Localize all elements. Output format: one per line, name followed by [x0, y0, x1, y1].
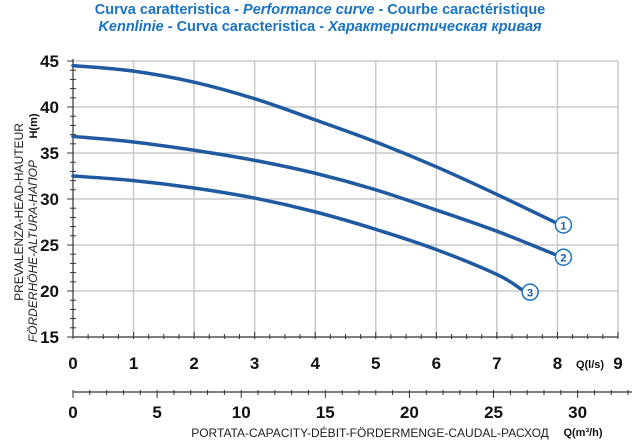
x-tick-label: 4 [310, 354, 320, 373]
x2-tick-label: 15 [316, 403, 335, 422]
chart-title-line1: Curva caratteristica - Performance curve… [0, 2, 640, 18]
y-tick-label: 25 [40, 236, 59, 255]
y-tick-label: 35 [40, 144, 59, 163]
y-tick-label: 45 [40, 52, 59, 71]
x2-tick-label: 0 [68, 403, 77, 422]
y-axis-title-line1: PREVALENZA-HEAD-HAUTEUR [12, 123, 26, 301]
x2-tick-label: 30 [568, 403, 587, 422]
title-part: Kennlinie [98, 19, 164, 35]
x-tick-label: 0 [68, 354, 77, 373]
curve-label-circle [554, 248, 573, 266]
y-axis-unit: H(m) [28, 113, 40, 138]
y-tick-label: 40 [40, 98, 59, 117]
curve-label: 1 [560, 221, 566, 233]
curve-label-circle [554, 216, 573, 234]
title-part: Curva caratteristica - [94, 2, 244, 18]
x-tick-label: 7 [492, 354, 501, 373]
curve-label-circle [521, 283, 539, 301]
title-part: - Courbe caractéristique [374, 2, 546, 18]
title-part: - Curva caracteristica - [163, 19, 329, 35]
x-tick-label: 2 [189, 354, 198, 373]
x-axis-title: PORTATA-CAPACITY-DÉBIT-FÖRDERMENGE-CAUDA… [191, 425, 549, 440]
curve-1 [71, 63, 557, 224]
x2-tick-label: 20 [400, 403, 419, 422]
x2-tick-label: 25 [484, 403, 503, 422]
y-tick-label: 30 [40, 190, 59, 209]
chart-title-line2: Kennlinie - Curva caracteristica - Харак… [0, 19, 640, 35]
x-tick-label: 3 [250, 354, 259, 373]
x-tick-label: 5 [371, 354, 380, 373]
x-tick-label: 8 [553, 354, 562, 373]
curve-2 [71, 134, 557, 256]
y-axis-title-line2: FÖRDERHÖHE-ALTURA-НАПОР [26, 160, 40, 342]
x-tick-label: 9 [613, 354, 622, 373]
x-unit-ls: Q(l/s) [576, 359, 604, 371]
x2-tick-label: 10 [232, 403, 251, 422]
curve-3 [71, 174, 523, 291]
curve-label: 3 [527, 288, 533, 300]
x-tick-label: 6 [432, 354, 441, 373]
title-part: Performance curve [243, 2, 375, 18]
x2-tick-label: 5 [152, 403, 161, 422]
x-tick-label: 1 [129, 354, 138, 373]
y-tick-label: 20 [40, 282, 59, 301]
x-unit-m3h: Q(m³/h) [563, 427, 602, 439]
curve-label: 2 [560, 253, 566, 265]
y-tick-label: 15 [40, 328, 59, 347]
title-part: Характеристическая кривая [328, 19, 542, 35]
